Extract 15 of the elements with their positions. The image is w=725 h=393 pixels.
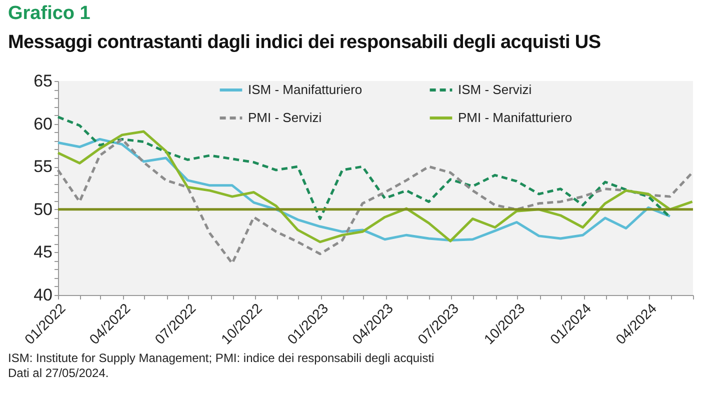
y-tick-label: 55 (34, 157, 52, 176)
chart-title: Grafico 1 (8, 3, 90, 25)
y-tick-label: 65 (34, 72, 52, 90)
text: ISM: Institute for Supply Management; PMI: indice dei responsabili degli acquisti (8, 351, 434, 366)
y-tick-label: 40 (34, 286, 52, 304)
y-tick-label: 45 (34, 242, 52, 262)
legend-label: ISM - Manifatturiero (248, 82, 362, 97)
y-tick-label: 60 (34, 114, 52, 134)
legend-label: PMI - Servizi (248, 110, 322, 125)
text: Dati al 27/05/2024. (8, 366, 110, 381)
line-series (56, 138, 694, 265)
y-tick-label: 50 (34, 200, 52, 219)
legend-label: ISM - Servizi (458, 82, 532, 97)
chart-subtitle: Messaggi contrastanti dagli indici dei responsabili degli acquisti US (8, 32, 601, 54)
legend-label: PMI - Manifatturiero (458, 110, 572, 125)
